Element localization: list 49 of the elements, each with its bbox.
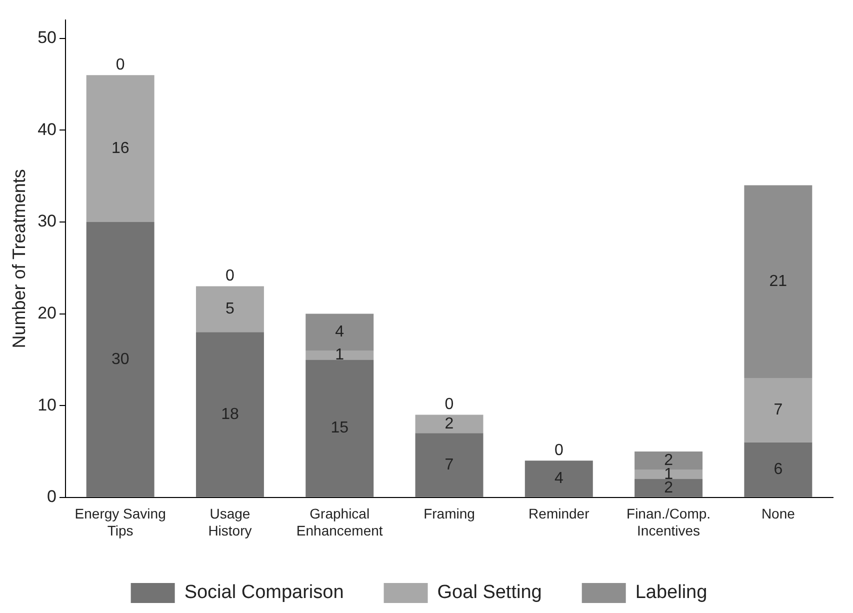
data-label: 7 [444,456,454,474]
bar [196,332,264,497]
bar [306,360,374,497]
data-label: 1 [335,346,344,364]
bar [744,185,812,378]
y-tick-label: 40 [38,120,57,139]
data-label: 0 [116,56,125,74]
data-label: 0 [554,442,564,460]
y-tick-label: 0 [47,487,57,506]
bar [634,479,703,497]
legend-label: Goal Setting [437,582,542,604]
y-tick-label: 50 [38,28,57,48]
bar [634,451,703,470]
bar [306,350,374,360]
x-tick-label: Usage History [208,506,252,538]
bar [744,378,812,442]
y-tick-label: 20 [38,303,57,322]
data-label: 2 [444,415,454,432]
bar [415,414,484,434]
y-tick-label: 30 [38,212,57,231]
data-label: 15 [330,420,349,437]
data-label: 18 [221,406,239,423]
bar [86,75,154,222]
bar [744,442,812,497]
bar [634,470,703,480]
x-tick-label: Reminder [528,506,590,522]
data-label: 0 [444,396,454,414]
y-tick-label: 10 [38,395,57,414]
data-label: 6 [774,461,783,478]
data-label: 0 [226,268,235,285]
data-label: 4 [335,324,344,341]
legend-label: Social Comparison [184,582,344,604]
bar [86,222,154,497]
bar [524,460,593,497]
data-label: 7 [774,402,783,419]
x-tick-label: Framing [424,506,475,522]
data-label: 16 [111,140,130,157]
data-label: 5 [226,300,235,318]
legend-label: Labeling [635,582,708,604]
x-tick-label: Finan./Comp. Incentives [626,506,711,538]
bar [196,286,264,332]
y-axis-title: Number of Treatments [8,169,29,348]
bar [415,433,484,497]
x-tick-label: None [761,506,796,522]
data-label: 4 [554,470,564,488]
x-tick-label: Graphical Enhancement [296,506,383,538]
data-label: 30 [111,350,130,368]
data-label: 21 [769,273,788,290]
x-tick-label: Energy Saving Tips [74,506,166,538]
